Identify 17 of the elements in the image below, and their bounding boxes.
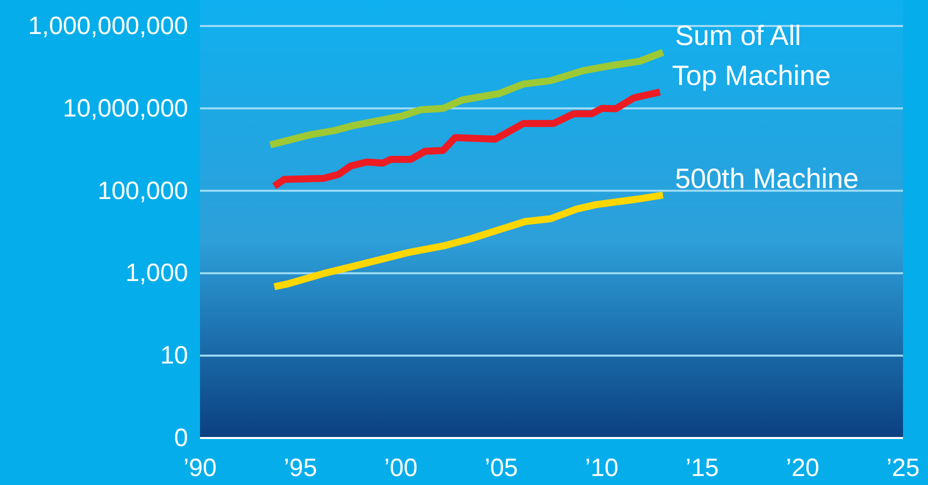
x-tick-label: ’20 (786, 454, 820, 482)
series-label: Sum of All (674, 20, 802, 52)
x-tick-label: ’95 (284, 454, 318, 482)
y-tick-label: 1,000,000,000 (28, 12, 188, 40)
x-tick-label: ’10 (585, 454, 618, 482)
x-tick-label: ’00 (384, 454, 418, 482)
x-tick-label: ’25 (886, 454, 920, 482)
y-tick-label: 100,000 (98, 176, 188, 205)
x-tick-label: ’90 (183, 454, 217, 482)
series-label: 500th Machine (674, 162, 859, 194)
y-tick-label: 0 (174, 424, 188, 452)
x-tick-label: ’05 (484, 454, 518, 482)
y-tick-label: 10 (160, 342, 188, 370)
y-tick-label: 10,000,000 (62, 94, 188, 122)
x-tick-label: ’15 (685, 454, 719, 482)
series-label: Top Machine (672, 60, 831, 91)
y-tick-label: 1,000 (125, 259, 188, 288)
